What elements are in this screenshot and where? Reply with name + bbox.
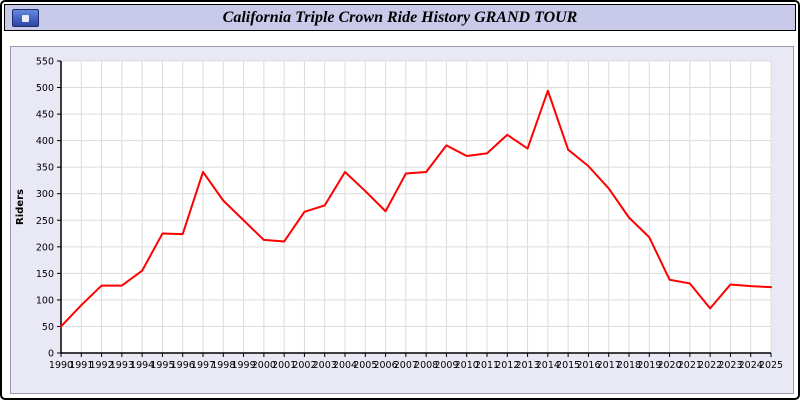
svg-text:2015: 2015 xyxy=(556,360,580,371)
svg-text:2011: 2011 xyxy=(475,360,499,371)
svg-text:2008: 2008 xyxy=(414,360,438,371)
svg-text:350: 350 xyxy=(36,163,54,174)
svg-text:500: 500 xyxy=(36,83,54,94)
svg-text:2012: 2012 xyxy=(495,360,519,371)
svg-text:200: 200 xyxy=(36,242,54,253)
svg-text:2005: 2005 xyxy=(353,360,377,371)
svg-text:250: 250 xyxy=(36,216,54,227)
svg-text:2023: 2023 xyxy=(718,360,742,371)
svg-text:2018: 2018 xyxy=(617,360,641,371)
svg-text:0: 0 xyxy=(48,349,54,360)
svg-text:2001: 2001 xyxy=(272,360,296,371)
svg-text:300: 300 xyxy=(36,189,54,200)
svg-text:2022: 2022 xyxy=(698,360,722,371)
svg-text:550: 550 xyxy=(36,57,54,68)
svg-text:2021: 2021 xyxy=(678,360,702,371)
svg-text:2020: 2020 xyxy=(657,360,681,371)
page-title: California Triple Crown Ride History GRA… xyxy=(222,8,578,26)
svg-text:2006: 2006 xyxy=(373,360,397,371)
svg-text:2002: 2002 xyxy=(292,360,316,371)
svg-text:Riders: Riders xyxy=(15,189,26,225)
svg-text:1997: 1997 xyxy=(191,360,215,371)
chart-panel: 0 50 100 150 200 250 300 350 400 450 500 550 1990 199… xyxy=(10,46,794,394)
svg-text:1995: 1995 xyxy=(150,360,174,371)
svg-text:2013: 2013 xyxy=(515,360,539,371)
title-bar: California Triple Crown Ride History GRA… xyxy=(4,4,796,31)
svg-text:150: 150 xyxy=(36,269,54,280)
svg-text:2003: 2003 xyxy=(313,360,337,371)
svg-text:1992: 1992 xyxy=(89,360,113,371)
svg-text:2014: 2014 xyxy=(536,360,560,371)
svg-text:100: 100 xyxy=(36,295,54,306)
svg-text:2019: 2019 xyxy=(637,360,661,371)
svg-text:2024: 2024 xyxy=(739,360,763,371)
logo-icon[interactable] xyxy=(12,9,39,27)
svg-text:2009: 2009 xyxy=(434,360,458,371)
svg-text:1990: 1990 xyxy=(49,360,73,371)
riders-line-chart: 0501001502002503003504004505005501990199… xyxy=(15,57,783,372)
svg-text:450: 450 xyxy=(36,110,54,121)
svg-text:1998: 1998 xyxy=(211,360,235,371)
svg-text:50: 50 xyxy=(42,322,54,333)
svg-text:1991: 1991 xyxy=(69,360,93,371)
svg-text:2007: 2007 xyxy=(394,360,418,371)
svg-text:1993: 1993 xyxy=(110,360,134,371)
svg-text:1996: 1996 xyxy=(171,360,195,371)
svg-text:2010: 2010 xyxy=(455,360,479,371)
svg-text:2004: 2004 xyxy=(333,360,357,371)
svg-text:1994: 1994 xyxy=(130,360,154,371)
svg-text:2000: 2000 xyxy=(252,360,276,371)
svg-text:1999: 1999 xyxy=(231,360,255,371)
svg-text:2025: 2025 xyxy=(759,360,783,371)
svg-text:2017: 2017 xyxy=(597,360,621,371)
svg-text:400: 400 xyxy=(36,136,54,147)
svg-text:2016: 2016 xyxy=(576,360,600,371)
